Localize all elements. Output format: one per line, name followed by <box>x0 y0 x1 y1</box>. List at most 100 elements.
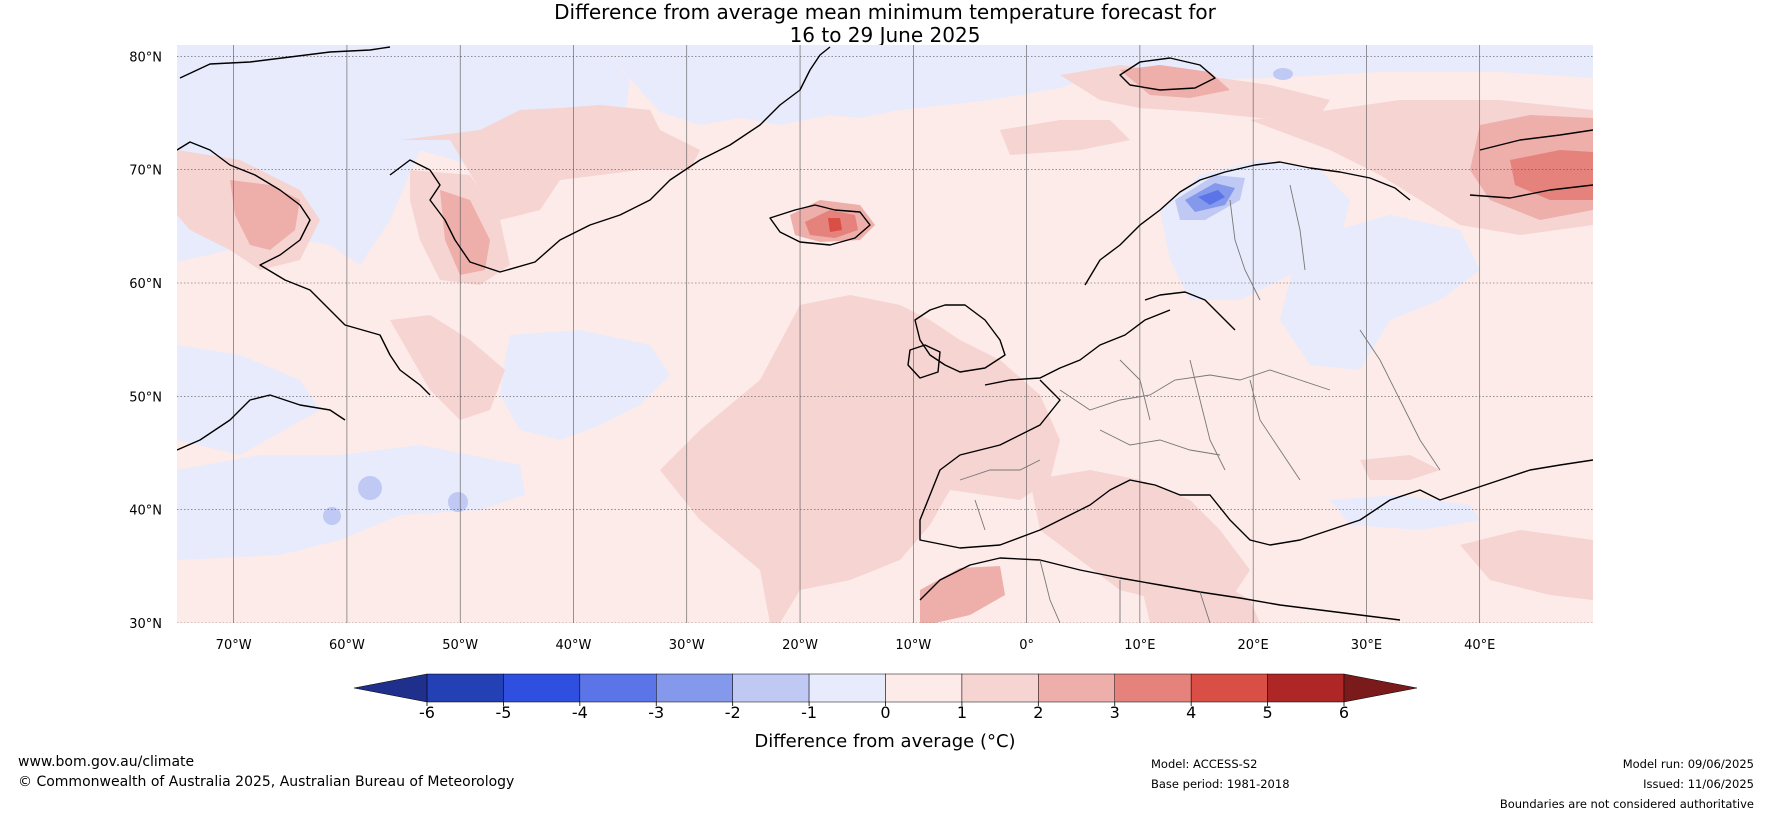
border-central-europe <box>1059 359 1331 481</box>
coastlines <box>177 46 1593 621</box>
latitude-labels: 80°N 70°N 60°N 50°N 40°N 30°N <box>129 50 162 632</box>
anomaly-baltic-west-russia <box>1280 215 1480 370</box>
colorbar-tick-label: -6 <box>419 703 435 722</box>
anomaly-norway-peak <box>1198 190 1225 205</box>
coastline-iceland <box>769 204 871 246</box>
colorbar-bin <box>808 673 886 703</box>
colorbar-bin <box>1038 673 1116 703</box>
anomaly-svalbard <box>1120 65 1230 98</box>
lat-tick-label: 70°N <box>129 164 162 179</box>
colorbar-label: Difference from average (°C) <box>754 731 1015 752</box>
footer-base-period: Base period: 1981-2018 <box>1151 777 1290 791</box>
colorbar-tick-label: -1 <box>801 703 817 722</box>
colorbar-bin <box>885 673 963 703</box>
colorbar <box>353 673 1418 703</box>
lat-tick-label: 80°N <box>129 50 162 65</box>
colorbar-under-extension <box>353 673 428 703</box>
anomaly-greenland-sea <box>600 45 1593 125</box>
colorbar-bin <box>1267 673 1345 703</box>
anomaly-black-sea <box>1330 495 1480 530</box>
colorbar-tick-label: 3 <box>1110 703 1120 722</box>
colorbar-bin <box>732 673 810 703</box>
border-russia <box>1359 329 1441 471</box>
coastline-canada <box>177 141 431 451</box>
coastline-british-isles <box>907 304 1006 379</box>
border-north-africa <box>1039 559 1211 623</box>
colorbar-tick-label: -4 <box>572 703 588 722</box>
anomaly-atlantic-blob-b <box>448 492 468 512</box>
colorbar-tick-label: 5 <box>1262 703 1272 722</box>
colorbar-tick-label: 4 <box>1186 703 1196 722</box>
anomaly-baffin-core <box>230 180 300 250</box>
anomaly-mid-atlantic <box>500 330 670 440</box>
colorbar-tick-label: -3 <box>648 703 664 722</box>
lon-tick-label: 50°W <box>442 638 478 653</box>
anomaly-caspian <box>1460 530 1593 600</box>
colorbar-bin <box>656 673 733 703</box>
anomaly-east-atlantic <box>660 295 1060 623</box>
coastline-greenland <box>179 46 831 273</box>
coastline-scandinavia <box>1084 161 1411 331</box>
anomaly-central-greenland <box>400 105 700 220</box>
colorbar-tick-label: -5 <box>495 703 511 722</box>
colorbar-tick-label: 1 <box>957 703 967 722</box>
colorbar-tick-labels: -6 -5 -4 -3 -2 -1 0 1 2 3 4 5 6 <box>419 702 1349 722</box>
lon-tick-label: 30°W <box>669 638 705 653</box>
coastline-europe <box>919 309 1593 549</box>
footer-issued: Issued: 11/06/2025 <box>1643 777 1754 791</box>
anomaly-iberia-fringe <box>1360 455 1440 480</box>
graticule <box>177 45 1593 623</box>
lon-tick-label: 20°E <box>1238 638 1269 653</box>
footer-copyright: © Commonwealth of Australia 2025, Austra… <box>18 774 515 790</box>
footer-website: www.bom.gov.au/climate <box>18 754 195 770</box>
map-title-line2: 16 to 29 June 2025 <box>790 23 981 47</box>
colorbar-bin <box>426 673 504 703</box>
lon-tick-label: 10°W <box>895 638 931 653</box>
colorbar-tick-label: 0 <box>880 703 890 722</box>
lon-tick-label: 70°W <box>216 638 252 653</box>
anomaly-east-greenland-sea <box>1000 120 1130 155</box>
anomaly-iceland-peak <box>828 218 842 232</box>
lon-tick-label: 0° <box>1019 638 1034 653</box>
lat-tick-label: 30°N <box>129 617 162 632</box>
border-iberia <box>959 459 1041 531</box>
lon-tick-label: 60°W <box>329 638 365 653</box>
footer-model-run: Model run: 09/06/2025 <box>1622 757 1754 771</box>
anomaly-atlantic-blob-c <box>323 507 341 525</box>
country-borders <box>959 184 1441 623</box>
colorbar-over-extension <box>1343 673 1418 703</box>
longitude-labels: 70°W 60°W 50°W 40°W 30°W 20°W 10°W 0° 10°E 20°E 30… <box>216 638 1496 653</box>
lat-tick-label: 60°N <box>129 277 162 292</box>
anomaly-labrador-coast <box>177 345 320 455</box>
map-panel <box>177 45 1593 623</box>
lon-tick-label: 40°E <box>1464 638 1495 653</box>
anomaly-newfoundland-offshore <box>390 315 505 420</box>
lon-tick-label: 10°E <box>1124 638 1155 653</box>
map-title-line1: Difference from average mean minimum tem… <box>554 0 1217 24</box>
colorbar-bin <box>579 673 657 703</box>
colorbar-bin <box>1114 673 1192 703</box>
anomaly-atlantic-blob-a <box>358 476 382 500</box>
footer-disclaimer: Boundaries are not considered authoritat… <box>1499 797 1754 811</box>
anomaly-arctic-blob <box>1273 68 1293 80</box>
lon-tick-label: 30°E <box>1351 638 1382 653</box>
colorbar-bin <box>1190 673 1268 703</box>
colorbar-tick-label: -2 <box>725 703 741 722</box>
anomaly-se-greenland <box>440 190 490 275</box>
footer-model: Model: ACCESS-S2 <box>1151 757 1258 771</box>
anomaly-west-atlantic <box>177 445 525 560</box>
coastline-novaya-zemlya <box>1469 129 1593 199</box>
border-scandinavia <box>1229 184 1306 301</box>
anomaly-morocco <box>920 566 1005 623</box>
colorbar-tick-label: 6 <box>1339 703 1349 722</box>
coastline-svalbard <box>1119 57 1216 91</box>
colorbar-bin <box>503 673 581 703</box>
colorbar-tick-label: 2 <box>1033 703 1043 722</box>
coastline-north-africa <box>919 557 1401 621</box>
lat-tick-label: 40°N <box>129 504 162 519</box>
lat-tick-label: 50°N <box>129 390 162 405</box>
colorbar-bin <box>961 673 1039 703</box>
lon-tick-label: 20°W <box>782 638 818 653</box>
anomaly-east-europe <box>1140 570 1260 623</box>
